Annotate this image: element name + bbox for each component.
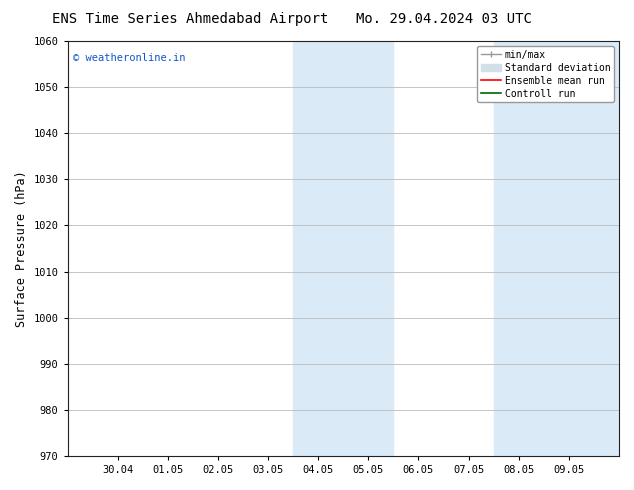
Bar bbox=[293, 41, 394, 456]
Legend: min/max, Standard deviation, Ensemble mean run, Controll run: min/max, Standard deviation, Ensemble me… bbox=[477, 46, 614, 102]
Text: ENS Time Series Ahmedabad Airport: ENS Time Series Ahmedabad Airport bbox=[52, 12, 328, 26]
Y-axis label: Surface Pressure (hPa): Surface Pressure (hPa) bbox=[15, 170, 28, 327]
Text: © weatheronline.in: © weatheronline.in bbox=[73, 53, 186, 64]
Bar bbox=[494, 41, 619, 456]
Text: Mo. 29.04.2024 03 UTC: Mo. 29.04.2024 03 UTC bbox=[356, 12, 532, 26]
